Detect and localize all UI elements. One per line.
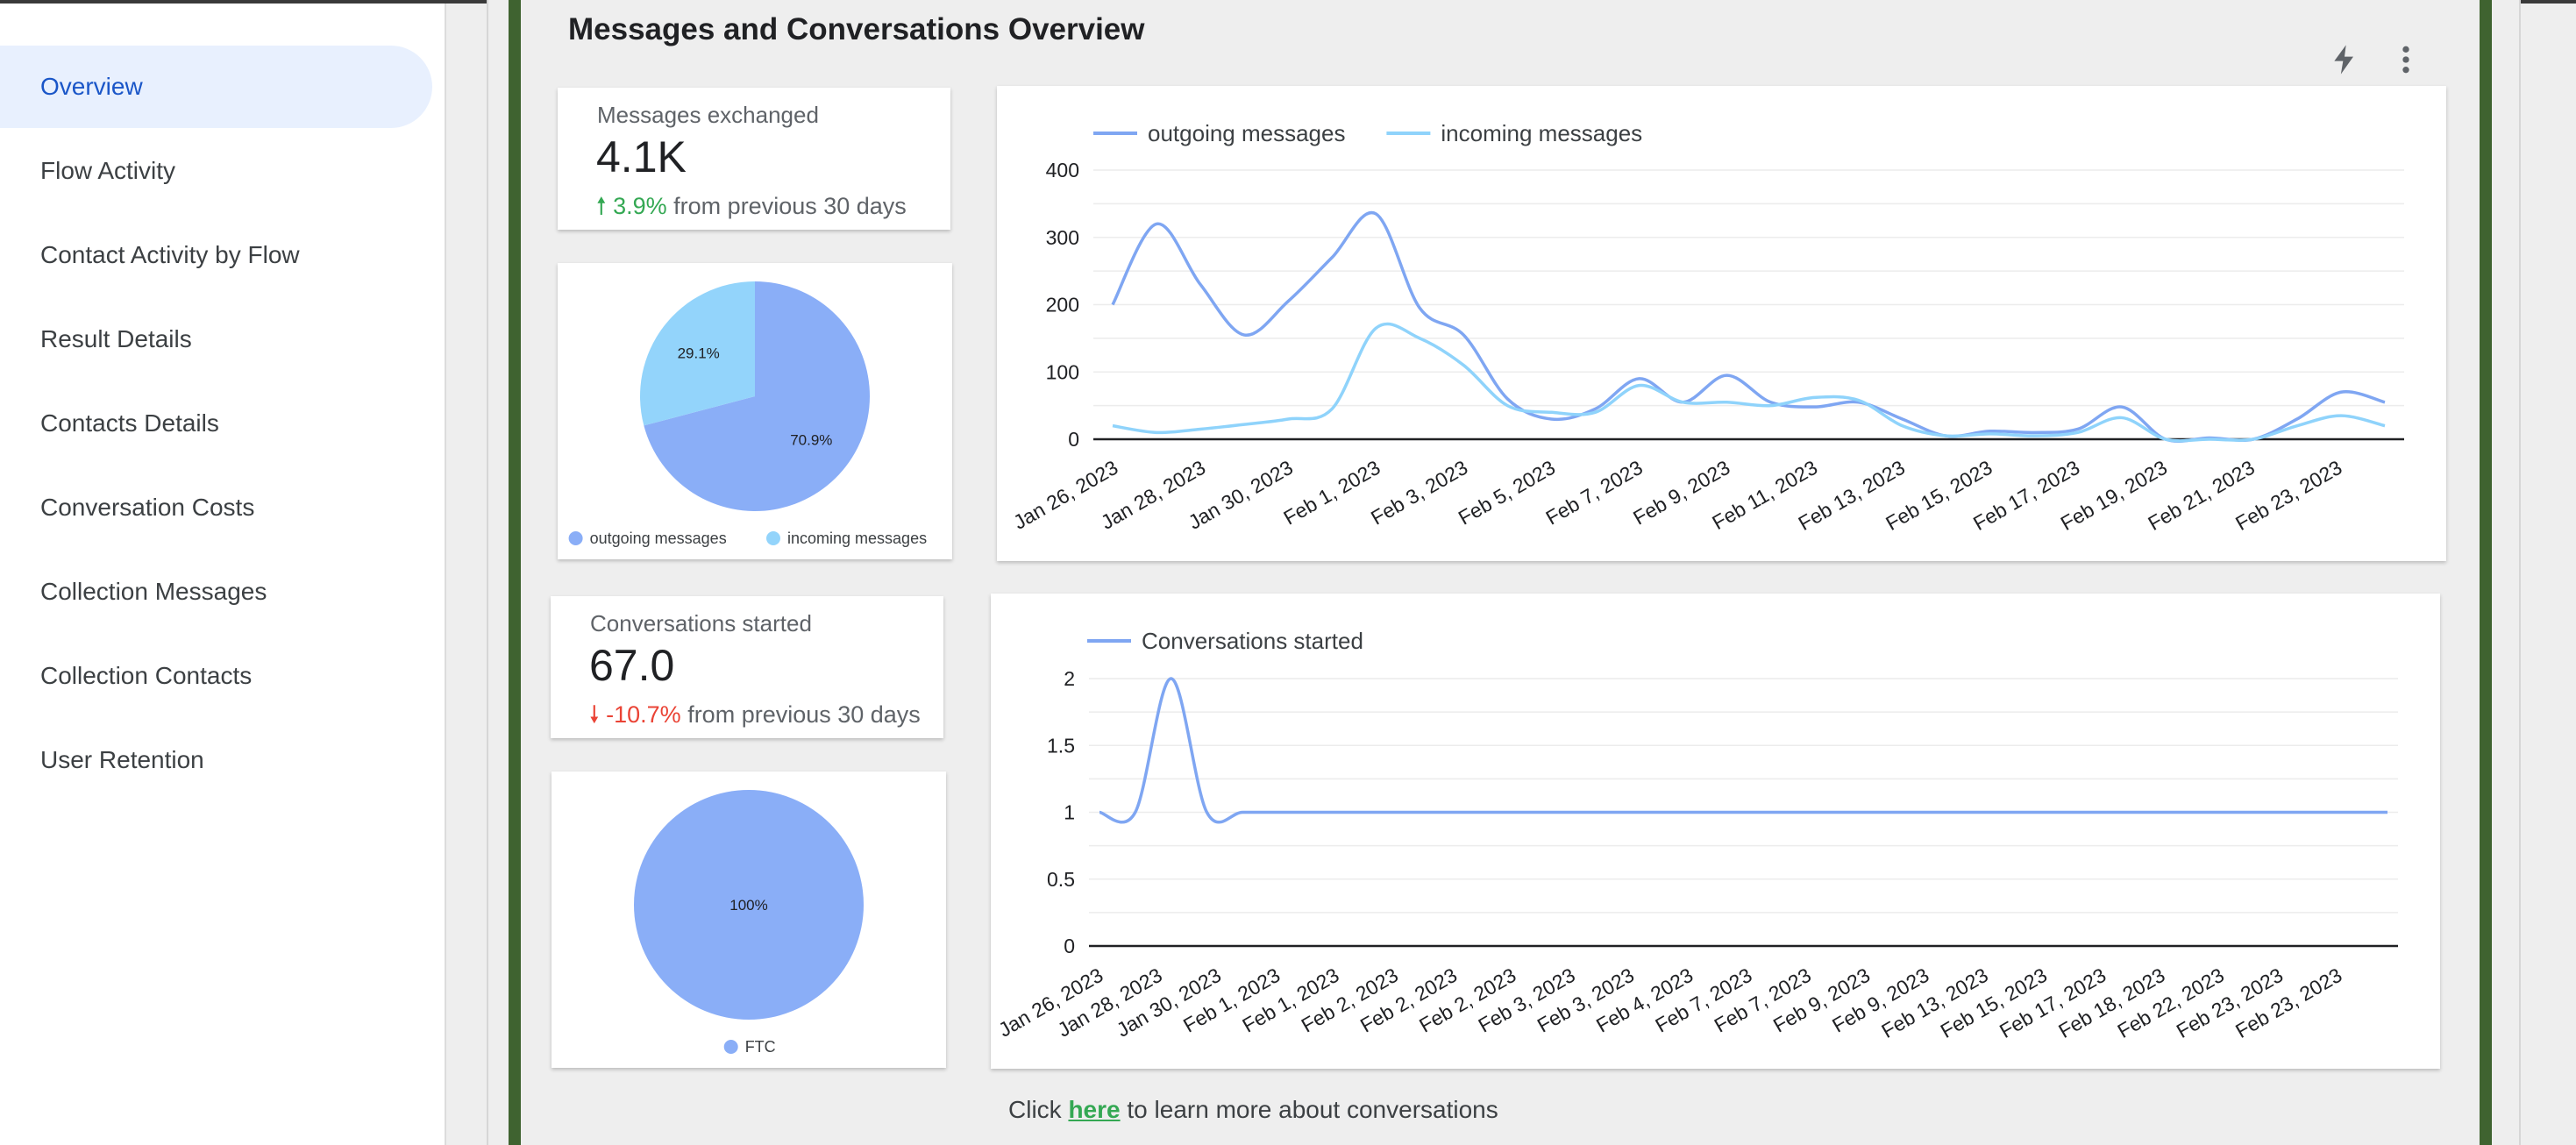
y-tick-label: 1.5: [1047, 734, 1075, 757]
nav-item-flow-activity[interactable]: Flow Activity: [40, 157, 176, 184]
legend-swatch: [766, 531, 780, 545]
legend-label: incoming messages: [1441, 120, 1642, 146]
pie-slice: [634, 790, 864, 1020]
nav-item-collection-messages[interactable]: Collection Messages: [40, 578, 267, 605]
y-tick-label: 1: [1064, 801, 1075, 824]
nav-item-result-details[interactable]: Result Details: [40, 325, 192, 352]
more-vert-icon[interactable]: [2388, 42, 2423, 77]
nav-item-overview[interactable]: Overview: [0, 46, 432, 128]
delta-suffix: from previous 30 days: [687, 701, 921, 728]
x-tick-label: Feb 5, 2023: [1455, 456, 1559, 530]
messages-line-card[interactable]: 0 100 200 300 400 Jan 26, 2023 Jan 28, 2023 Jan…: [997, 86, 2446, 561]
delta-suffix: from previous 30 days: [673, 193, 907, 219]
conversations-line-card[interactable]: 0 0.5 1 1.5 2 Jan 26, 2023 Jan 28, 2023 Jan 30,…: [991, 594, 2440, 1069]
series-line: [1112, 322, 2386, 443]
pie-slice: [644, 281, 870, 511]
y-tick-label: 2: [1064, 667, 1075, 690]
pie-slice-label: 100%: [729, 897, 767, 914]
legend-swatch: [568, 531, 583, 545]
pie-slice: [640, 281, 755, 426]
delta-value: 3.9%: [613, 193, 667, 219]
nav-item-contacts-details[interactable]: Contacts Details: [40, 409, 219, 437]
legend-label: outgoing messages: [590, 530, 727, 547]
messages-scorecard[interactable]: Messages exchanged 4.1K 🠕 3.9% from prev…: [558, 88, 950, 230]
series-line: [1099, 677, 2387, 824]
legend-label: incoming messages: [787, 530, 927, 547]
y-tick-label: 300: [1046, 226, 1079, 249]
arrow-down-icon: 🠗: [589, 701, 600, 728]
conversations-scorecard[interactable]: Conversations started 67.0 🠗 -10.7% from…: [551, 596, 943, 738]
x-tick-label: Feb 7, 2023: [1541, 456, 1646, 530]
scorecard-label: Messages exchanged: [597, 102, 819, 128]
series-line: [1111, 210, 2386, 443]
scorecard-label: Conversations started: [590, 610, 812, 637]
y-tick-label: 0: [1068, 428, 1079, 451]
y-tick-label: 200: [1046, 294, 1079, 316]
x-tick-label: Feb 3, 2023: [1367, 456, 1471, 530]
y-tick-label: 0.5: [1047, 868, 1075, 891]
delta-value: -10.7%: [606, 701, 681, 728]
x-tick-label: Feb 1, 2023: [1279, 456, 1384, 530]
legend-label: Conversations started: [1142, 628, 1363, 654]
nav-item-contact-activity-by-flow[interactable]: Contact Activity by Flow: [40, 241, 300, 268]
page-title: Messages and Conversations Overview: [568, 12, 1145, 46]
scorecard-value: 4.1K: [596, 132, 687, 181]
nav-item-collection-contacts[interactable]: Collection Contacts: [40, 662, 253, 689]
arrow-up-icon: 🠕: [596, 193, 607, 219]
conversations-pie-card[interactable]: 100% FTC: [551, 772, 946, 1068]
scorecard-delta: 🠗 -10.7% from previous 30 days: [589, 698, 921, 738]
messages-pie-card[interactable]: 70.9% 29.1% outgoing messages incoming mess…: [558, 263, 952, 559]
legend-swatch: [723, 1040, 738, 1054]
y-tick-label: 400: [1046, 159, 1079, 181]
bolt-icon[interactable]: [2327, 42, 2362, 77]
pie-slice-label: 70.9%: [790, 432, 832, 449]
report-page-nav: Overview Flow Activity Contact Activity …: [0, 4, 446, 1145]
legend-label: outgoing messages: [1148, 120, 1345, 146]
frame-border-right: [2480, 0, 2492, 1145]
conversations-pie-chart: 100% FTC: [634, 790, 864, 1056]
legend-label: FTC: [745, 1038, 776, 1056]
footer-suffix: to learn more about conversations: [1127, 1096, 1498, 1123]
scorecard-value: 67.0: [589, 641, 675, 690]
y-tick-label: 100: [1046, 360, 1079, 383]
scorecard-delta: 🠕 3.9% from previous 30 days: [596, 189, 907, 230]
learn-more-link[interactable]: here: [1068, 1096, 1121, 1123]
nav-item-user-retention[interactable]: User Retention: [40, 746, 204, 773]
footer-prefix: Click: [1008, 1096, 1062, 1123]
frame-border-left: [509, 0, 521, 1145]
pie-slice-label: 29.1%: [678, 345, 720, 361]
conversations-footer-note: Click here to learn more about conversat…: [1008, 1096, 1498, 1124]
y-tick-label: 0: [1064, 935, 1075, 957]
messages-pie-chart: 70.9% 29.1% outgoing messages incoming mess…: [568, 281, 927, 547]
nav-item-conversation-costs[interactable]: Conversation Costs: [40, 494, 255, 521]
